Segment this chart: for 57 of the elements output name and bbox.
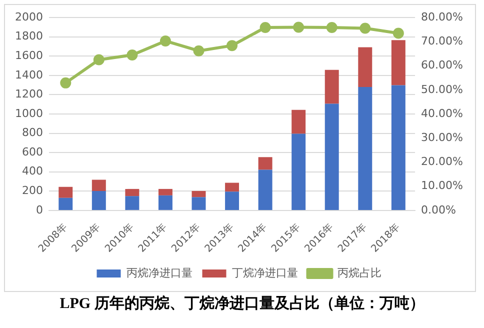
bar xyxy=(225,182,240,192)
bar xyxy=(258,170,272,210)
bar xyxy=(158,188,172,196)
y2-tick-label: 30.00% xyxy=(421,130,464,144)
y-tick-label: 1200 xyxy=(14,88,43,101)
point xyxy=(126,49,138,60)
point xyxy=(226,40,238,52)
point xyxy=(260,22,271,33)
bar xyxy=(358,87,372,210)
point xyxy=(360,22,371,34)
bar xyxy=(158,195,172,210)
bar xyxy=(292,134,306,210)
point xyxy=(193,45,204,56)
y-tick-label: 2000 xyxy=(14,10,43,24)
y2-tick-label: 20.00% xyxy=(421,155,464,168)
bar xyxy=(125,196,140,210)
legend-label: 丁烷净进口量 xyxy=(232,266,298,280)
y2-tick-label: 80.00% xyxy=(421,10,464,24)
bar xyxy=(258,157,272,170)
point xyxy=(60,77,72,88)
bar xyxy=(391,85,406,210)
text: LPG 历年的丙烷、丁烷净进口量及占比（单位：万吨） xyxy=(58,294,426,313)
point xyxy=(326,22,338,33)
bar xyxy=(192,197,206,210)
y2-tick-label: 70.00% xyxy=(421,34,464,48)
bar xyxy=(58,198,73,210)
bar xyxy=(391,40,406,86)
y-tick-label: 1400 xyxy=(14,68,43,82)
point xyxy=(392,28,404,39)
y2-tick-label: 60.00% xyxy=(421,58,464,72)
bar xyxy=(58,186,73,198)
bar xyxy=(225,192,240,210)
bar xyxy=(92,180,106,191)
y-tick-label: 0 xyxy=(36,203,43,216)
bar xyxy=(292,110,306,134)
y-tick-label: 200 xyxy=(22,184,43,198)
y-tick-label: 400 xyxy=(22,164,43,178)
y2-tick-label: 40.00% xyxy=(421,106,464,120)
bar xyxy=(358,47,372,88)
bar xyxy=(125,188,140,196)
y-tick-label: 1000 xyxy=(14,106,43,120)
y-tick-label: 1600 xyxy=(14,49,43,62)
bar xyxy=(192,190,206,198)
y2-tick-label: 10.00% xyxy=(421,179,464,192)
y-tick-label: 800 xyxy=(22,126,43,140)
legend-label: 丙烷占比 xyxy=(337,266,382,280)
point xyxy=(93,54,104,66)
point xyxy=(160,35,171,46)
bar xyxy=(324,104,339,210)
bar xyxy=(92,190,106,210)
y-tick-label: 1800 xyxy=(14,30,43,43)
y-tick-label: 600 xyxy=(22,145,43,158)
y2-tick-label: 50.00% xyxy=(421,82,464,96)
point xyxy=(293,22,304,33)
bar xyxy=(324,70,339,104)
y2-tick-label: 0.00% xyxy=(421,203,456,216)
legend-label: 丙烷净进口量 xyxy=(126,266,192,280)
